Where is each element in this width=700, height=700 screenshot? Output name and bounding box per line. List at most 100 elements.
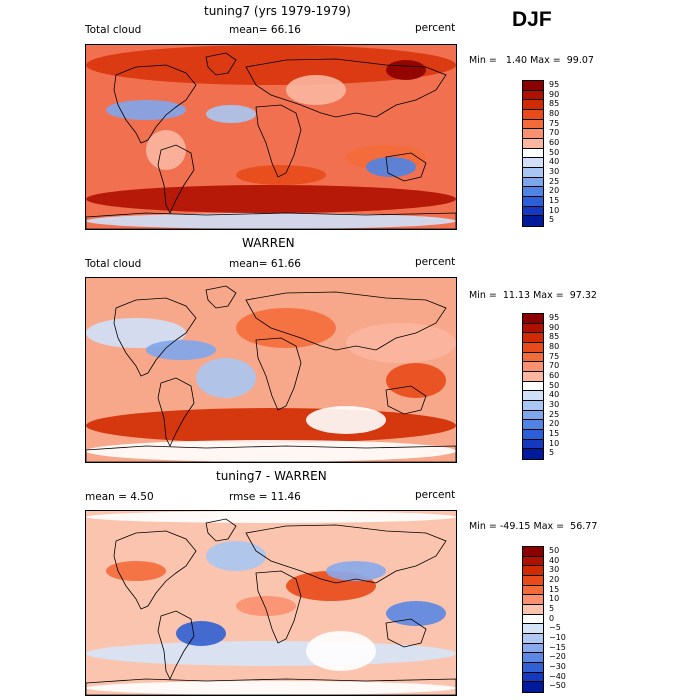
colorbar-swatch xyxy=(523,342,543,353)
colorbar-swatch xyxy=(523,449,543,459)
colorbar-swatch xyxy=(523,371,543,382)
map-field-region xyxy=(236,308,336,348)
colorbar-label: 20 xyxy=(549,574,560,584)
colorbar-label: 90 xyxy=(549,89,560,99)
colorbar-label: 80 xyxy=(549,108,560,118)
colorbar-label: 50 xyxy=(549,380,560,390)
map-field-region xyxy=(86,45,456,85)
colorbar-label: 15 xyxy=(549,195,560,205)
colorbar-label: −15 xyxy=(549,642,566,652)
colorbar-label: 60 xyxy=(549,137,560,147)
panel-3-minmax: Min = -49.15 Max = 56.77 xyxy=(469,521,598,532)
colorbar-label: 25 xyxy=(549,409,560,419)
map-field-region xyxy=(146,340,216,360)
colorbar-swatch xyxy=(523,119,543,130)
colorbar-label: −20 xyxy=(549,652,566,662)
coastline xyxy=(255,104,302,178)
panel-2-units-label: percent xyxy=(415,256,456,268)
colorbar-swatch xyxy=(523,643,543,654)
colorbar-swatch xyxy=(523,167,543,178)
map-field-region xyxy=(86,318,186,348)
colorbar-swatch xyxy=(523,352,543,363)
colorbar-swatch xyxy=(523,420,543,430)
panel-1-colorbar xyxy=(522,80,544,227)
panel-3-map xyxy=(85,510,457,696)
colorbar-label: 50 xyxy=(549,147,560,157)
coastline xyxy=(385,152,427,182)
coastline xyxy=(113,64,197,144)
colorbar-label: 5 xyxy=(549,215,555,225)
coastline xyxy=(157,610,195,680)
colorbar-label: 30 xyxy=(549,166,560,176)
map-field-region xyxy=(86,511,456,523)
colorbar-label: 10 xyxy=(549,205,560,215)
map-field-region xyxy=(86,440,456,462)
colorbar-swatch xyxy=(523,614,543,625)
coastline xyxy=(157,144,195,214)
map-field-region xyxy=(206,105,256,123)
colorbar-label: 5 xyxy=(549,603,555,613)
map-field-region xyxy=(326,561,386,581)
colorbar-swatch xyxy=(523,575,543,586)
colorbar-swatch xyxy=(523,90,543,101)
coastline xyxy=(205,52,237,76)
coastline xyxy=(385,618,427,648)
panel-2-colorbar xyxy=(522,313,544,460)
coastline xyxy=(245,291,447,351)
colorbar-label: 10 xyxy=(549,594,560,604)
colorbar-label: 85 xyxy=(549,332,560,342)
colorbar-swatch xyxy=(523,138,543,149)
panel-3-rmse-label: rmse = 11.46 xyxy=(229,491,301,503)
colorbar-label: 40 xyxy=(549,555,560,565)
colorbar-label: 15 xyxy=(549,584,560,594)
colorbar-swatch xyxy=(523,672,543,683)
colorbar-swatch xyxy=(523,585,543,596)
map-field-region xyxy=(386,601,446,626)
colorbar-label: 80 xyxy=(549,341,560,351)
map-field-region xyxy=(236,165,326,185)
colorbar-label: 15 xyxy=(549,428,560,438)
colorbar-label: 20 xyxy=(549,186,560,196)
colorbar-label: 70 xyxy=(549,128,560,138)
colorbar-label: −40 xyxy=(549,671,566,681)
panel-1-minmax: Min = 1.40 Max = 99.07 xyxy=(469,55,594,66)
colorbar-swatch xyxy=(523,216,543,226)
coastline xyxy=(113,530,197,610)
panel-3-mean-label: mean = 4.50 xyxy=(85,491,154,503)
coastline xyxy=(255,570,302,644)
colorbar-swatch xyxy=(523,81,543,91)
panel-1-title: tuning7 (yrs 1979-1979) xyxy=(204,4,351,18)
colorbar-swatch xyxy=(523,381,543,392)
map-field-region xyxy=(106,100,186,120)
panel-2-variable-label: Total cloud xyxy=(85,258,142,270)
colorbar-label: 40 xyxy=(549,390,560,400)
coastline xyxy=(113,297,197,377)
colorbar-label: 75 xyxy=(549,351,560,361)
colorbar-label: 10 xyxy=(549,438,560,448)
map-field-region xyxy=(386,363,446,398)
panel-3-units-label: percent xyxy=(415,489,456,501)
map-field-region xyxy=(366,157,416,177)
map-field-region xyxy=(286,75,346,105)
panel-2-map xyxy=(85,277,457,463)
colorbar-label: −30 xyxy=(549,661,566,671)
colorbar-label: 30 xyxy=(549,399,560,409)
colorbar-label: −5 xyxy=(549,623,561,633)
map-field-region xyxy=(176,621,226,646)
colorbar-swatch xyxy=(523,177,543,188)
colorbar-swatch xyxy=(523,566,543,576)
colorbar-swatch xyxy=(523,595,543,605)
coastline xyxy=(245,524,447,584)
map-field-region xyxy=(86,213,456,229)
colorbar-swatch xyxy=(523,633,543,644)
colorbar-label: 95 xyxy=(549,312,560,322)
map-field-region xyxy=(386,60,426,80)
colorbar-swatch xyxy=(523,323,543,334)
coastline xyxy=(205,285,237,309)
coastline xyxy=(245,58,447,118)
colorbar-swatch xyxy=(523,556,543,567)
colorbar-swatch xyxy=(523,662,543,673)
colorbar-label: 40 xyxy=(549,157,560,167)
colorbar-label: 95 xyxy=(549,79,560,89)
colorbar-swatch xyxy=(523,129,543,139)
